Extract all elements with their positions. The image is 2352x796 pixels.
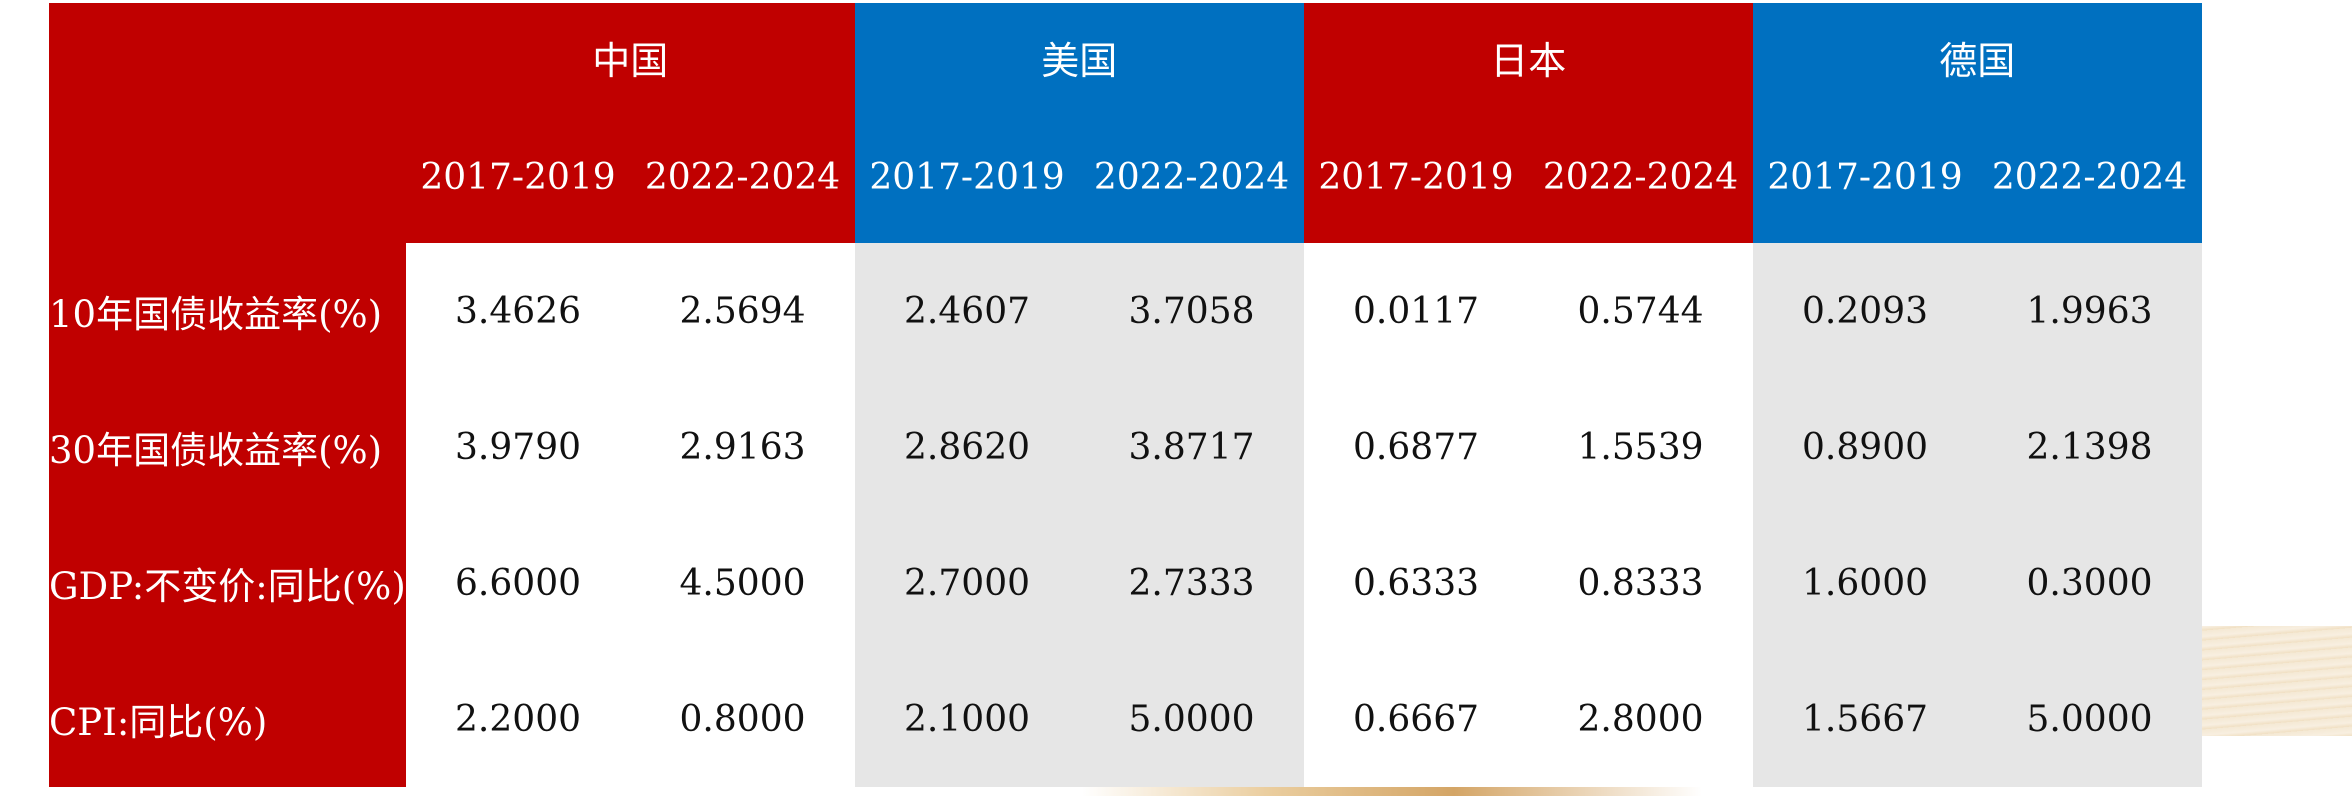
table-row: CPI:同比(%) 2.2000 0.8000 2.1000 5.0000 0.… xyxy=(49,651,2202,787)
table-cell: 1.6000 xyxy=(1752,515,1978,651)
country-header-china: 中国 xyxy=(405,3,855,111)
table-cell: 2.8000 xyxy=(1528,651,1753,787)
table-cell: 3.4626 xyxy=(405,243,631,379)
table-cell: 0.5744 xyxy=(1528,243,1753,379)
row-label: 30年国债收益率(%) xyxy=(49,379,406,515)
row-label: 10年国债收益率(%) xyxy=(49,243,406,379)
table-cell: 6.6000 xyxy=(405,515,631,651)
table-cell: 0.8000 xyxy=(630,651,855,787)
table-cell: 0.6667 xyxy=(1303,651,1529,787)
period-header: 2017-2019 xyxy=(1303,111,1529,243)
period-header: 2022-2024 xyxy=(1977,111,2202,243)
table-cell: 0.3000 xyxy=(1977,515,2202,651)
row-label: GDP:不变价:同比(%) xyxy=(49,515,406,651)
table-cell: 3.9790 xyxy=(405,379,631,515)
table-cell: 0.6877 xyxy=(1303,379,1529,515)
row-label: CPI:同比(%) xyxy=(49,651,406,787)
table-cell: 2.4607 xyxy=(854,243,1080,379)
table-cell: 0.2093 xyxy=(1752,243,1978,379)
table-cell: 0.6333 xyxy=(1303,515,1529,651)
period-header-row: 2017-2019 2022-2024 2017-2019 2022-2024 … xyxy=(49,111,2202,243)
table-row: GDP:不变价:同比(%) 6.6000 4.5000 2.7000 2.733… xyxy=(49,515,2202,651)
table-cell: 0.8900 xyxy=(1752,379,1978,515)
period-header: 2022-2024 xyxy=(1079,111,1304,243)
table-cell: 1.9963 xyxy=(1977,243,2202,379)
table-cell: 2.7333 xyxy=(1079,515,1304,651)
country-header-germany: 德国 xyxy=(1752,3,2202,111)
period-header: 2022-2024 xyxy=(1528,111,1753,243)
period-header: 2017-2019 xyxy=(1752,111,1978,243)
table-row: 30年国债收益率(%) 3.9790 2.9163 2.8620 3.8717 … xyxy=(49,379,2202,515)
table-cell: 3.8717 xyxy=(1079,379,1304,515)
country-header-usa: 美国 xyxy=(854,3,1304,111)
table-cell: 3.7058 xyxy=(1079,243,1304,379)
table-cell: 5.0000 xyxy=(1977,651,2202,787)
table-cell: 1.5667 xyxy=(1752,651,1978,787)
table-cell: 2.8620 xyxy=(854,379,1080,515)
table-cell: 2.7000 xyxy=(854,515,1080,651)
corner-cell xyxy=(49,3,406,243)
table-cell: 2.2000 xyxy=(405,651,631,787)
period-header: 2017-2019 xyxy=(854,111,1080,243)
period-header: 2022-2024 xyxy=(630,111,855,243)
table-cell: 5.0000 xyxy=(1079,651,1304,787)
table-cell: 4.5000 xyxy=(630,515,855,651)
period-header: 2017-2019 xyxy=(405,111,631,243)
table-cell: 1.5539 xyxy=(1528,379,1753,515)
table-cell: 2.9163 xyxy=(630,379,855,515)
table-cell: 0.8333 xyxy=(1528,515,1753,651)
country-header-japan: 日本 xyxy=(1303,3,1753,111)
table-cell: 0.0117 xyxy=(1303,243,1529,379)
table-cell: 2.1000 xyxy=(854,651,1080,787)
country-header-row: 中国 美国 日本 德国 xyxy=(49,3,2202,243)
table-cell: 2.5694 xyxy=(630,243,855,379)
table-cell: 2.1398 xyxy=(1977,379,2202,515)
table-row: 10年国债收益率(%) 3.4626 2.5694 2.4607 3.7058 … xyxy=(49,243,2202,379)
comparison-table: 中国 美国 日本 德国 2017-2019 2022-2024 2017-201… xyxy=(49,3,2202,787)
